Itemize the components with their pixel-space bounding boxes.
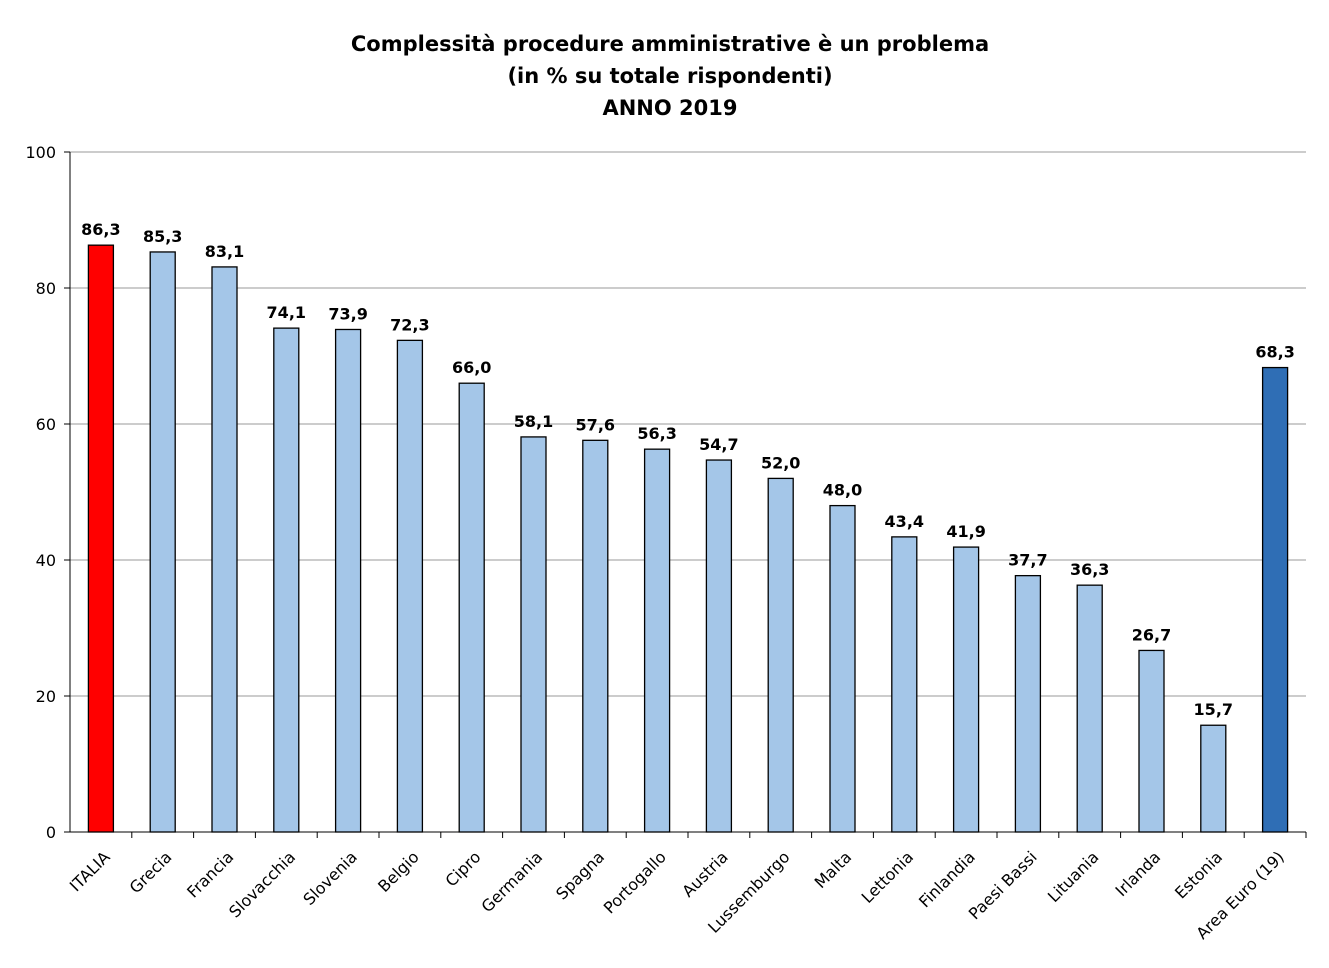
bar-5 <box>396 339 424 833</box>
data-label-6: 66,0 <box>452 358 491 377</box>
category-label-1: Grecia <box>126 847 176 897</box>
y-tick-label: 100 <box>25 143 56 162</box>
category-label-4: Slovenia <box>299 847 361 909</box>
data-label-13: 43,4 <box>885 512 924 531</box>
bar-18 <box>1200 724 1227 833</box>
bar-4 <box>334 328 362 833</box>
data-label-5: 72,3 <box>390 315 429 334</box>
category-label-6: Cipro <box>442 847 485 890</box>
chart-subtitle: (in % su totale rispondenti) <box>507 64 833 88</box>
bar-8 <box>582 439 609 833</box>
category-label-18: Estonia <box>1171 847 1226 902</box>
data-label-10: 54,7 <box>699 435 738 454</box>
bar-6 <box>458 382 485 833</box>
y-axis-ticks: 0 20 40 60 80 100 <box>25 143 56 842</box>
bar-2 <box>211 266 238 833</box>
data-label-16: 36,3 <box>1070 560 1109 579</box>
y-tick-label: 40 <box>36 551 56 570</box>
bar-10 <box>705 459 733 833</box>
bar-1 <box>149 251 176 833</box>
y-tick-label: 0 <box>46 823 56 842</box>
bar-11 <box>767 477 794 833</box>
bar-15 <box>1014 574 1042 833</box>
category-label-13: Lettonia <box>858 847 918 907</box>
data-label-3: 74,1 <box>267 303 306 322</box>
bar-7 <box>520 436 547 833</box>
category-label-3: Slovacchia <box>225 847 299 921</box>
category-label-8: Spagna <box>552 847 608 903</box>
bar-9 <box>643 448 671 833</box>
axes <box>64 151 1307 838</box>
data-labels: 86,3 85,3 83,1 74,1 73,9 72,3 66,0 58,1 57,6 56,3… <box>81 220 1295 719</box>
category-label-9: Portogallo <box>600 847 670 917</box>
bar-17 <box>1138 649 1165 833</box>
chart-title-block: Complessità procedure amministrative è u… <box>300 28 1040 124</box>
category-label-5: Belgio <box>374 847 423 896</box>
category-label-2: Francia <box>183 847 237 901</box>
data-label-2: 83,1 <box>205 242 244 261</box>
y-tick-label: 20 <box>36 687 56 706</box>
category-label-0: ITALIA <box>66 847 114 895</box>
data-label-19: 68,3 <box>1255 343 1294 362</box>
chart-year: ANNO 2019 <box>602 96 738 120</box>
data-label-14: 41,9 <box>946 522 985 541</box>
bar-0 <box>87 244 115 833</box>
data-label-7: 58,1 <box>514 412 553 431</box>
data-label-9: 56,3 <box>637 424 676 443</box>
data-label-1: 85,3 <box>143 227 182 246</box>
category-label-12: Malta <box>811 847 856 892</box>
bar-16 <box>1076 584 1103 833</box>
bar-19 <box>1261 366 1289 833</box>
data-label-8: 57,6 <box>576 415 615 434</box>
data-label-17: 26,7 <box>1132 625 1171 644</box>
y-tick-label: 60 <box>36 415 56 434</box>
category-label-14: Finlandia <box>915 847 979 911</box>
category-label-10: Austria <box>678 847 731 900</box>
data-label-18: 15,7 <box>1194 700 1233 719</box>
data-label-15: 37,7 <box>1008 551 1047 570</box>
bar-13 <box>891 536 918 833</box>
category-label-7: Germania <box>478 847 547 916</box>
bar-12 <box>829 504 856 833</box>
chart-title: Complessità procedure amministrative è u… <box>350 32 990 56</box>
bar-3 <box>273 327 300 833</box>
data-label-4: 73,9 <box>328 304 367 323</box>
data-label-11: 52,0 <box>761 453 800 472</box>
category-label-16: Lituania <box>1044 847 1103 906</box>
category-label-17: Irlanda <box>1112 847 1165 900</box>
data-label-12: 48,0 <box>823 481 862 500</box>
y-tick-label: 80 <box>36 279 56 298</box>
bar-14 <box>952 546 980 833</box>
grid-lines <box>70 151 1306 697</box>
data-label-0: 86,3 <box>81 220 120 239</box>
bars <box>87 244 1289 833</box>
